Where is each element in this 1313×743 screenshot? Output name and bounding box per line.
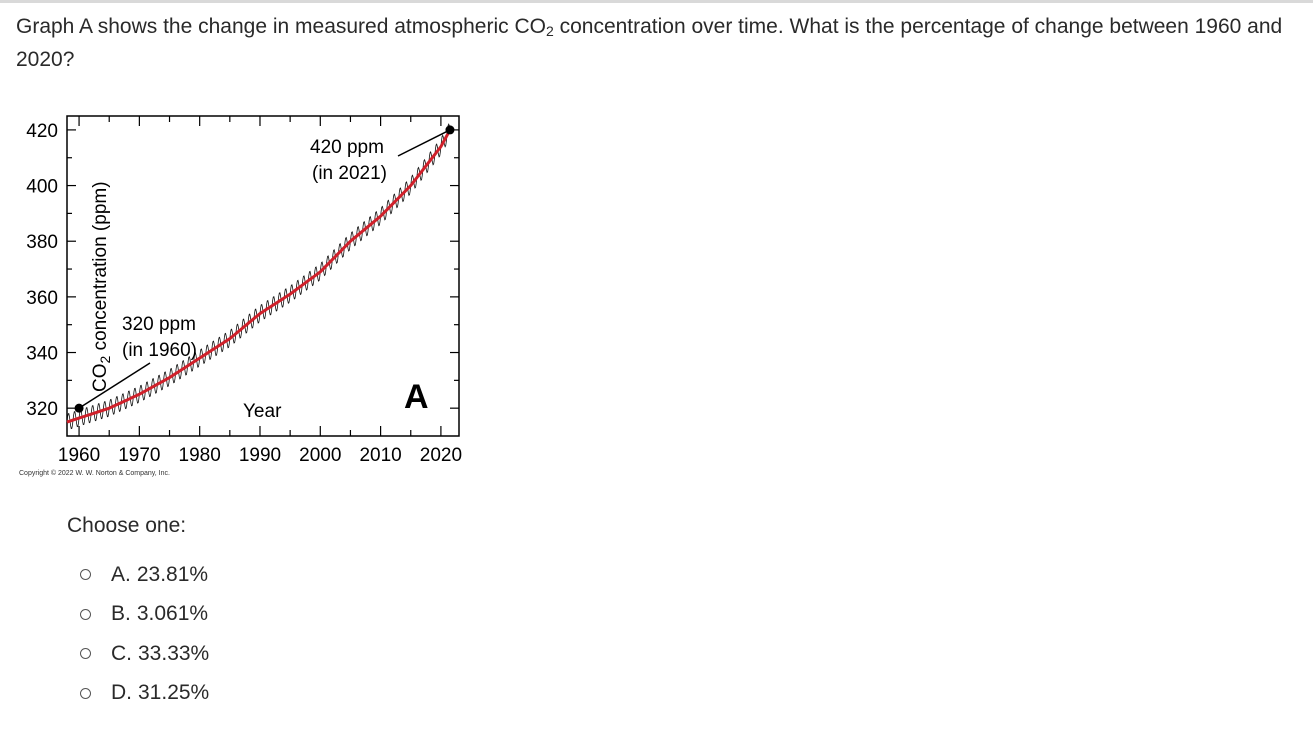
option-c-letter: C. [111, 641, 132, 665]
option-b-text: 3.061% [136, 602, 209, 626]
seasonal-cycle-line [66, 123, 451, 430]
option-d[interactable]: D. 31.25% [80, 674, 209, 714]
option-b[interactable]: B. 3.061% [80, 595, 209, 635]
y-tick-labels: 320 340 360 380 400 420 [26, 121, 58, 420]
data-point-1960 [74, 403, 84, 413]
x-tick-label-2000: 2000 [299, 445, 341, 466]
annotation-2021-value: 420 ppm [310, 137, 384, 158]
x-tick-labels: 1960 1970 1980 1990 2000 2010 2020 [58, 445, 462, 466]
option-a-text: 23.81% [136, 562, 209, 586]
x-tick-label-1960: 1960 [58, 445, 100, 466]
annotation-1960-value: 320 ppm [122, 314, 196, 335]
y-tick-label-360: 360 [26, 288, 58, 309]
x-tick-label-2010: 2010 [359, 445, 401, 466]
copyright-notice: Copyright © 2022 W. W. Norton & Company,… [19, 470, 170, 477]
x-tick-label-2020: 2020 [420, 445, 462, 466]
answer-options: A. 23.81% B. 3.061% C. 33.33% D. 31.25% [80, 555, 209, 713]
y-tick-label-400: 400 [26, 177, 58, 198]
plot-frame [66, 115, 460, 437]
series-trend-line [66, 129, 452, 424]
y-axis-label: CO2 concentration (ppm) [90, 181, 113, 392]
x-tick-label-1980: 1980 [179, 445, 221, 466]
radio-b[interactable] [80, 608, 91, 620]
panel-label: A [404, 378, 429, 416]
question-text-start: Graph A shows the change in measured atm… [16, 15, 546, 38]
radio-c[interactable] [80, 648, 91, 660]
option-b-letter: B. [111, 602, 131, 626]
x-tick-label-1970: 1970 [118, 445, 160, 466]
annotation-1960-year: (in 1960) [122, 340, 197, 361]
y-axis-label-sub: 2 [97, 356, 113, 364]
axis-ticks [67, 116, 459, 436]
radio-d[interactable] [80, 687, 91, 699]
question-subscript: 2 [545, 23, 554, 39]
y-tick-label-320: 320 [26, 399, 58, 420]
y-axis-label-rest: concentration (ppm) [90, 181, 111, 355]
co2-chart: 320 340 360 380 400 420 1960 1970 1980 1990 2000 2… [26, 115, 462, 466]
annotation-leader-1960 [78, 362, 151, 409]
x-tick-label-1990: 1990 [239, 445, 281, 466]
annotation-2021-year: (in 2021) [312, 163, 387, 184]
option-d-text: 31.25% [138, 681, 210, 705]
top-border [0, 0, 1313, 3]
y-tick-label-340: 340 [26, 344, 58, 365]
option-c[interactable]: C. 33.33% [80, 634, 209, 674]
question-text: Graph A shows the change in measured atm… [16, 10, 1306, 76]
choose-one-label: Choose one: [67, 514, 187, 537]
option-a-letter: A. [111, 562, 131, 586]
y-tick-label-420: 420 [26, 121, 58, 142]
radio-a[interactable] [80, 569, 91, 581]
data-point-2021 [445, 125, 455, 135]
option-d-letter: D. [111, 681, 132, 705]
y-axis-label-main: CO [90, 364, 111, 393]
x-axis-label: Year [243, 401, 282, 422]
annotation-leader-2021 [397, 129, 451, 157]
question-text-end: concentration over time. What is the per… [16, 15, 1283, 71]
y-tick-label-380: 380 [26, 232, 58, 253]
option-c-text: 33.33% [138, 641, 210, 665]
option-a[interactable]: A. 23.81% [80, 555, 209, 595]
